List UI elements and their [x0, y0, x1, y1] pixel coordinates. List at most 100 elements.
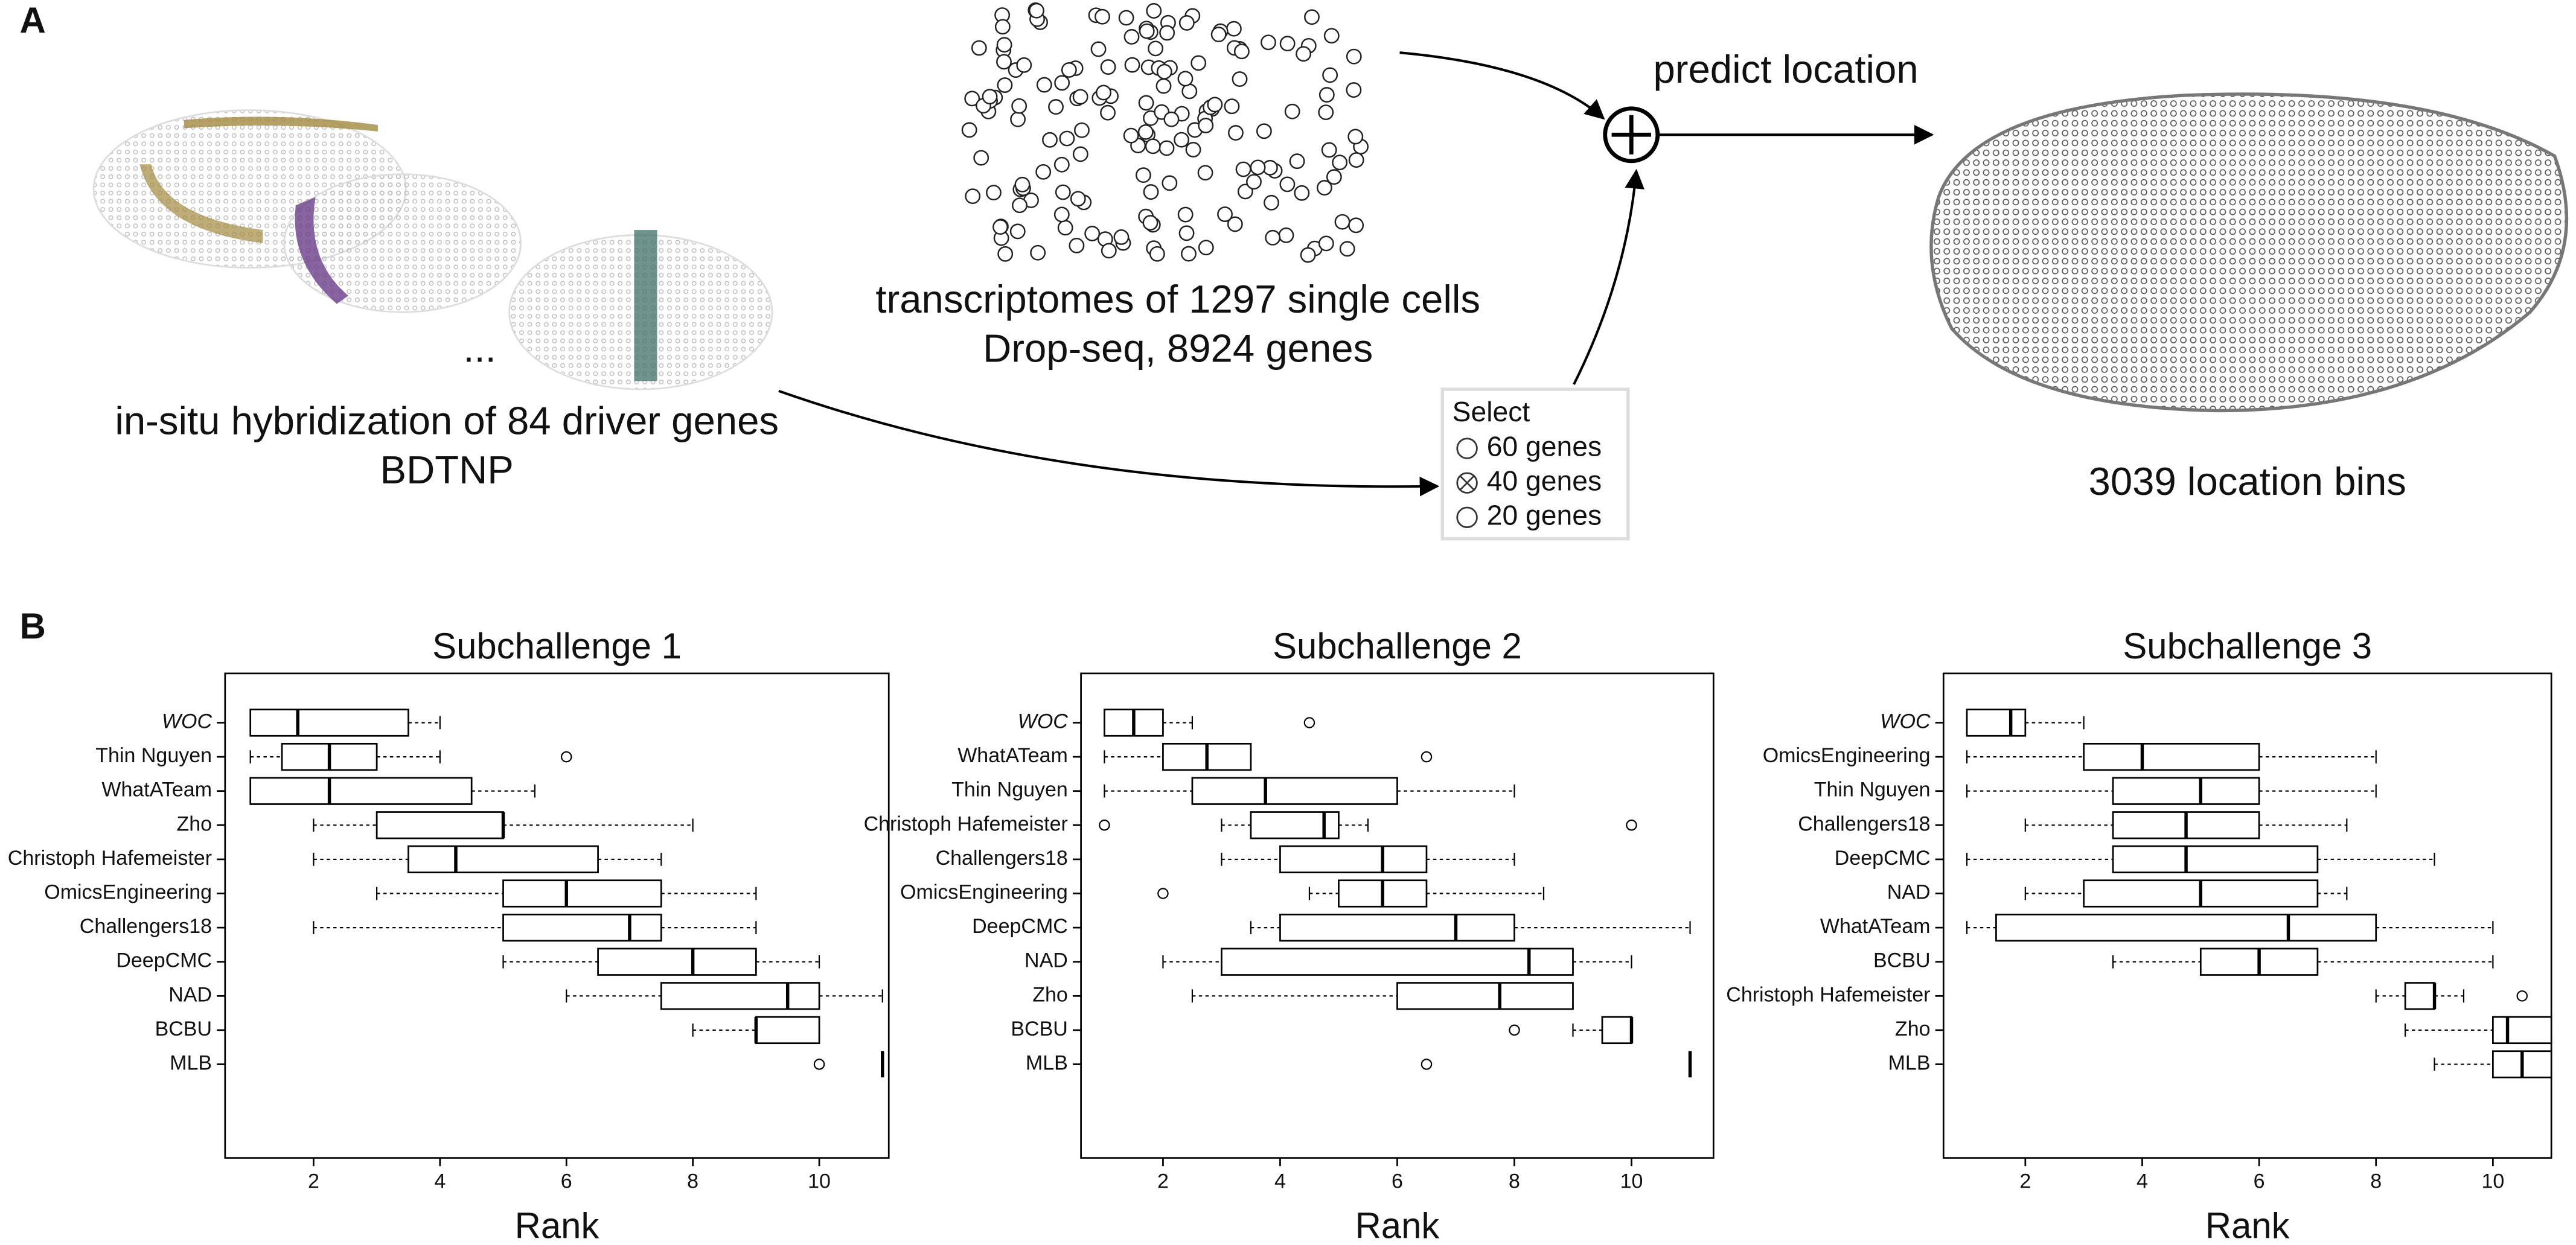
select-option[interactable]: 40 genes: [1487, 465, 1602, 496]
category-label: WhatATeam: [1820, 915, 1931, 938]
bins-text: 3039 location bins: [2089, 459, 2406, 503]
x-tick-label: 2: [308, 1170, 319, 1192]
cell: [1072, 89, 1088, 105]
cell: [1304, 9, 1320, 25]
box: [2112, 777, 2260, 805]
select-option[interactable]: 60 genes: [1487, 430, 1602, 462]
cell: [1235, 161, 1251, 177]
cell: [1123, 29, 1140, 45]
cell: [1326, 169, 1342, 185]
box: [1279, 913, 1515, 942]
cell: [1346, 48, 1362, 65]
combine-symbol: [1611, 115, 1651, 154]
outlier: [1099, 820, 1110, 831]
cell: [1339, 241, 1355, 257]
x-tick-label: 8: [687, 1170, 698, 1192]
cell: [994, 19, 1011, 35]
category-label: Christoph Hafemeister: [8, 847, 212, 870]
box: [249, 708, 409, 737]
cell: [1316, 180, 1332, 196]
cell: [1207, 97, 1223, 113]
cell: [1300, 247, 1316, 263]
plot-frame: [224, 672, 890, 1159]
cell: [1185, 142, 1201, 158]
cell: [997, 246, 1014, 262]
cell: [1198, 118, 1214, 133]
box: [597, 947, 757, 976]
cell: [1279, 36, 1296, 52]
box: [2083, 742, 2260, 771]
predict-text: predict location: [1653, 47, 1918, 91]
select-option[interactable]: 20 genes: [1487, 500, 1602, 531]
category-label: BCBU: [1011, 1017, 1067, 1040]
x-axis-label: Rank: [1355, 1205, 1440, 1245]
category-label: NAD: [1024, 949, 1068, 972]
category-label: Zho: [1895, 1017, 1931, 1040]
cell: [1174, 132, 1190, 148]
category-label: Challengers18: [80, 915, 212, 938]
cell: [1265, 229, 1281, 246]
outlier: [1157, 888, 1169, 899]
cell: [1237, 183, 1253, 200]
x-tick-label: 6: [561, 1170, 572, 1192]
cell: [973, 150, 989, 166]
cell: [1148, 40, 1164, 57]
box: [1279, 845, 1428, 874]
category-label: WOC: [1018, 710, 1069, 733]
cell: [1084, 226, 1101, 241]
category-label: OmicsEngineering: [1763, 744, 1931, 767]
category-label: WOC: [1880, 710, 1931, 733]
category-label: WhatATeam: [101, 779, 212, 801]
cell: [1138, 95, 1154, 111]
cell: [1278, 227, 1294, 243]
box: [407, 845, 599, 874]
cell: [1321, 142, 1337, 158]
cell: [1318, 87, 1335, 103]
category-label: Thin Nguyen: [95, 744, 212, 767]
box: [502, 913, 662, 942]
cell: [971, 40, 987, 56]
cell: [1232, 71, 1248, 88]
x-tick-label: 6: [2254, 1170, 2265, 1192]
cell: [982, 89, 998, 104]
cell: [1146, 3, 1162, 19]
panel-label: A: [20, 0, 46, 40]
cell: [1159, 140, 1175, 156]
box: [1995, 913, 2377, 942]
cell: [1346, 82, 1362, 98]
category-label: Thin Nguyen: [951, 779, 1068, 801]
cell: [1334, 214, 1350, 230]
chart-title: Subchallenge 3: [2123, 626, 2372, 666]
cell: [1250, 159, 1266, 176]
box: [755, 1016, 820, 1045]
cell: [1016, 57, 1032, 73]
cell: [1246, 174, 1262, 190]
category-label: Christoph Hafemeister: [1726, 983, 1930, 1006]
category-label: NAD: [1887, 880, 1931, 903]
cell: [1143, 184, 1159, 200]
outlier: [813, 1059, 825, 1070]
cell: [1118, 10, 1134, 26]
cell: [1053, 156, 1070, 173]
cell: [1323, 28, 1340, 44]
x-tick-label: 8: [2370, 1170, 2382, 1192]
driver-text: in-situ hybridization of 84 driver genes: [115, 398, 779, 442]
cell: [1009, 223, 1026, 240]
select-options: [1456, 438, 1478, 529]
cell: [1137, 124, 1154, 140]
category-label: Zho: [1032, 983, 1068, 1006]
ellipsis: ...: [463, 326, 496, 371]
cell: [1145, 138, 1161, 154]
box: [1966, 708, 2027, 737]
category-label: WhatATeam: [957, 744, 1068, 767]
cell: [1036, 77, 1052, 93]
cell: [1181, 246, 1197, 262]
box: [2492, 1016, 2552, 1045]
x-tick-label: 10: [808, 1170, 831, 1192]
cell: [1100, 104, 1116, 121]
cell: [1256, 123, 1272, 139]
cell: [1226, 21, 1242, 37]
cell: [1029, 2, 1044, 19]
location-bins: [1929, 92, 2569, 413]
cell: [1135, 167, 1151, 183]
